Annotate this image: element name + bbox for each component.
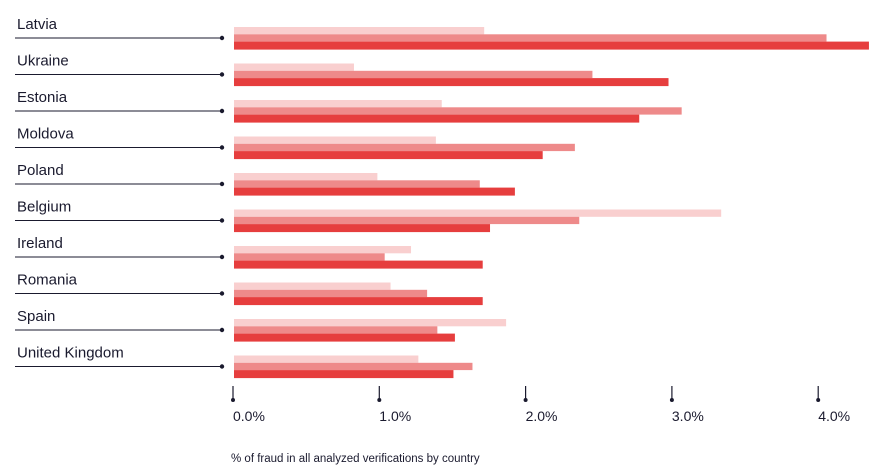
bar-spain-0	[234, 319, 507, 327]
bar-latvia-0	[234, 27, 485, 35]
category-leader-dot	[219, 254, 225, 260]
bar-ukraine-2	[234, 78, 669, 87]
x-tick-dot	[231, 398, 235, 402]
bar-belgium-0	[234, 209, 722, 217]
x-tick-dot	[523, 398, 528, 402]
x-tick-label: 2.0%	[526, 408, 558, 424]
category-leader-dot	[219, 364, 225, 369]
x-tick-label: 0.0%	[233, 408, 265, 424]
x-tick-label: 1.0%	[379, 408, 411, 424]
category-label: Ukraine	[17, 53, 69, 70]
bar-moldova-1	[234, 143, 575, 152]
bar-ukraine-0	[234, 63, 354, 71]
category-label: Belgium	[17, 199, 71, 216]
category-label: Romania	[17, 272, 78, 289]
bar-estonia-2	[234, 114, 640, 123]
x-tick-dot	[669, 398, 674, 402]
category-leader-dot	[219, 291, 225, 296]
bar-estonia-0	[234, 100, 442, 108]
bar-united-kingdom-1	[234, 362, 473, 371]
bar-poland-2	[234, 187, 515, 196]
category-label: Estonia	[17, 89, 68, 106]
x-tick-dot	[377, 398, 382, 402]
x-tick-label: 3.0%	[672, 408, 704, 424]
bar-united-kingdom-2	[234, 370, 454, 379]
bar-ireland-0	[234, 246, 412, 254]
bar-poland-1	[234, 180, 480, 188]
bar-ireland-1	[234, 253, 385, 261]
category-label: Latvia	[17, 16, 58, 33]
bar-romania-0	[234, 282, 391, 290]
bar-belgium-2	[234, 224, 491, 233]
bar-ukraine-1	[234, 70, 593, 79]
bar-latvia-2	[234, 41, 869, 50]
category-leader-dot	[219, 35, 225, 41]
bar-romania-2	[234, 297, 483, 306]
x-tick-label: 4.0%	[818, 408, 850, 424]
category-leader-dot	[219, 108, 225, 114]
bar-spain-1	[234, 326, 438, 334]
bar-ireland-2	[234, 260, 483, 269]
bar-latvia-1	[234, 34, 827, 42]
category-leader-dot	[219, 218, 225, 223]
category-leader-dot	[219, 145, 225, 150]
category-label: Spain	[17, 308, 55, 325]
category-label: Poland	[17, 162, 64, 179]
category-label: Ireland	[17, 235, 63, 252]
category-label: Moldova	[17, 126, 74, 143]
bar-poland-0	[234, 173, 378, 181]
category-leader-dot	[219, 181, 225, 187]
bar-spain-2	[234, 333, 455, 342]
bar-moldova-2	[234, 151, 543, 160]
category-leader-dot	[219, 72, 225, 77]
bar-united-kingdom-0	[234, 355, 419, 363]
bar-romania-1	[234, 289, 428, 298]
category-label: United Kingdom	[17, 345, 124, 362]
x-tick-dot	[816, 398, 821, 402]
bar-belgium-1	[234, 216, 580, 225]
bar-estonia-1	[234, 107, 682, 115]
bar-moldova-0	[234, 136, 436, 144]
category-leader-dot	[219, 327, 225, 333]
x-axis-label: % of fraud in all analyzed verifications…	[231, 453, 480, 465]
